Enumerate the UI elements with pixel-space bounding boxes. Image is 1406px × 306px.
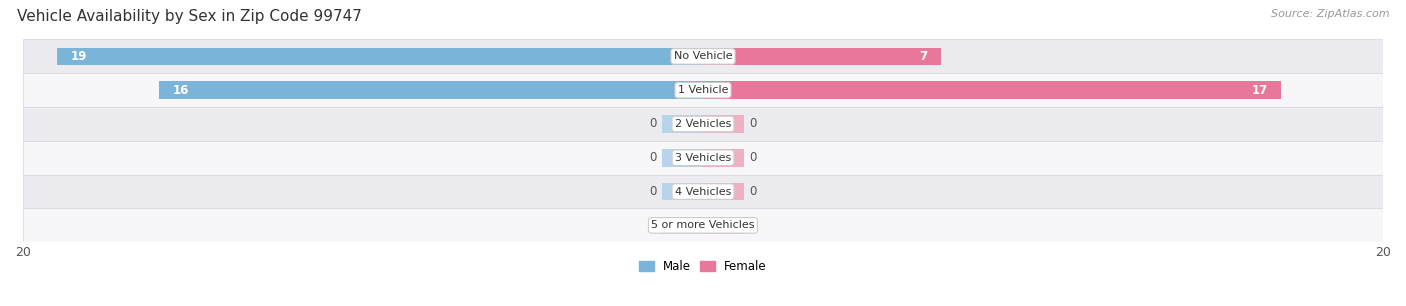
Text: 3 Vehicles: 3 Vehicles — [675, 153, 731, 163]
Bar — [22, 39, 1384, 73]
Text: 0: 0 — [650, 151, 657, 164]
Text: 4 Vehicles: 4 Vehicles — [675, 187, 731, 196]
Text: 20: 20 — [1375, 246, 1391, 259]
Text: No Vehicle: No Vehicle — [673, 51, 733, 62]
Bar — [703, 115, 744, 133]
Bar — [22, 141, 1384, 175]
Text: 17: 17 — [1251, 84, 1267, 97]
Text: 20: 20 — [15, 246, 31, 259]
Text: 7: 7 — [920, 50, 928, 63]
Text: 2 Vehicles: 2 Vehicles — [675, 119, 731, 129]
Bar — [703, 183, 744, 200]
Bar — [703, 217, 744, 234]
Text: 0: 0 — [749, 185, 756, 198]
Bar — [703, 81, 1281, 99]
Legend: Male, Female: Male, Female — [640, 260, 766, 273]
Bar — [703, 48, 941, 65]
Text: 0: 0 — [650, 118, 657, 130]
Text: 0: 0 — [749, 118, 756, 130]
Bar — [22, 107, 1384, 141]
Bar — [159, 81, 703, 99]
Text: 0: 0 — [749, 151, 756, 164]
Text: 5 or more Vehicles: 5 or more Vehicles — [651, 220, 755, 230]
Bar — [22, 175, 1384, 208]
Text: 16: 16 — [173, 84, 188, 97]
Bar — [662, 183, 703, 200]
Text: 0: 0 — [650, 185, 657, 198]
Bar — [22, 73, 1384, 107]
Bar — [22, 208, 1384, 242]
Bar — [662, 217, 703, 234]
Text: 0: 0 — [749, 219, 756, 232]
Text: 19: 19 — [70, 50, 87, 63]
Text: 0: 0 — [650, 219, 657, 232]
Text: Source: ZipAtlas.com: Source: ZipAtlas.com — [1271, 9, 1389, 19]
Text: 1 Vehicle: 1 Vehicle — [678, 85, 728, 95]
Text: Vehicle Availability by Sex in Zip Code 99747: Vehicle Availability by Sex in Zip Code … — [17, 9, 361, 24]
Bar — [703, 149, 744, 166]
Bar — [56, 48, 703, 65]
Bar — [662, 115, 703, 133]
Bar — [662, 149, 703, 166]
